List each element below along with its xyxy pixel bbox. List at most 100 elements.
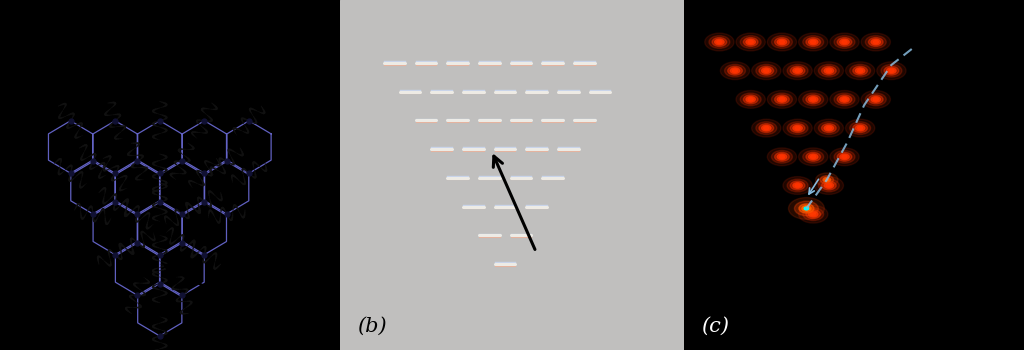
Ellipse shape xyxy=(814,119,844,137)
Ellipse shape xyxy=(809,154,818,160)
Ellipse shape xyxy=(803,93,823,106)
Ellipse shape xyxy=(840,97,849,102)
Ellipse shape xyxy=(840,39,849,45)
Ellipse shape xyxy=(884,66,899,75)
Ellipse shape xyxy=(779,155,784,159)
Ellipse shape xyxy=(889,69,894,72)
Ellipse shape xyxy=(814,62,844,79)
Ellipse shape xyxy=(795,69,800,72)
Ellipse shape xyxy=(712,37,727,47)
Ellipse shape xyxy=(762,68,771,74)
Ellipse shape xyxy=(759,66,774,75)
Ellipse shape xyxy=(709,36,730,48)
Ellipse shape xyxy=(846,119,874,137)
Ellipse shape xyxy=(745,39,756,45)
Ellipse shape xyxy=(865,36,886,48)
Ellipse shape xyxy=(853,66,867,75)
Ellipse shape xyxy=(834,93,855,106)
Ellipse shape xyxy=(791,66,805,75)
Ellipse shape xyxy=(777,154,786,160)
Ellipse shape xyxy=(762,125,771,131)
Ellipse shape xyxy=(771,150,793,163)
Ellipse shape xyxy=(826,184,831,187)
Ellipse shape xyxy=(802,206,811,211)
Ellipse shape xyxy=(868,37,883,47)
Ellipse shape xyxy=(818,64,840,77)
Ellipse shape xyxy=(809,39,818,45)
Ellipse shape xyxy=(881,64,902,77)
Ellipse shape xyxy=(728,66,742,75)
Ellipse shape xyxy=(811,212,816,216)
Text: (a): (a) xyxy=(17,317,46,336)
Ellipse shape xyxy=(793,68,802,74)
Ellipse shape xyxy=(846,62,874,79)
Ellipse shape xyxy=(791,124,805,133)
Ellipse shape xyxy=(795,184,800,187)
Ellipse shape xyxy=(809,211,818,217)
Ellipse shape xyxy=(818,179,840,192)
Ellipse shape xyxy=(814,177,844,194)
Ellipse shape xyxy=(767,33,797,51)
Ellipse shape xyxy=(873,98,879,101)
Ellipse shape xyxy=(877,62,906,79)
Text: (b): (b) xyxy=(357,317,387,336)
Ellipse shape xyxy=(756,122,777,134)
Ellipse shape xyxy=(799,204,814,213)
Ellipse shape xyxy=(730,68,739,74)
Ellipse shape xyxy=(834,150,855,163)
Ellipse shape xyxy=(764,69,769,72)
Ellipse shape xyxy=(771,93,793,106)
Ellipse shape xyxy=(861,33,891,51)
Ellipse shape xyxy=(806,95,820,104)
Ellipse shape xyxy=(771,36,793,48)
Ellipse shape xyxy=(803,208,823,220)
Ellipse shape xyxy=(821,181,837,190)
Ellipse shape xyxy=(736,33,765,51)
Ellipse shape xyxy=(777,97,786,102)
Ellipse shape xyxy=(820,176,834,184)
Ellipse shape xyxy=(873,40,879,44)
Ellipse shape xyxy=(793,183,802,188)
Ellipse shape xyxy=(825,178,828,181)
Ellipse shape xyxy=(764,126,769,130)
Ellipse shape xyxy=(806,37,820,47)
Ellipse shape xyxy=(871,39,881,45)
Ellipse shape xyxy=(829,33,859,51)
Ellipse shape xyxy=(806,210,820,219)
Ellipse shape xyxy=(857,126,863,130)
Ellipse shape xyxy=(756,64,777,77)
Ellipse shape xyxy=(732,69,737,72)
Text: (c): (c) xyxy=(701,317,729,336)
Ellipse shape xyxy=(809,97,818,102)
Ellipse shape xyxy=(725,64,745,77)
Ellipse shape xyxy=(838,152,852,161)
Ellipse shape xyxy=(850,122,870,134)
Ellipse shape xyxy=(745,97,756,102)
Ellipse shape xyxy=(799,33,827,51)
Ellipse shape xyxy=(824,125,834,131)
Ellipse shape xyxy=(749,40,754,44)
Ellipse shape xyxy=(743,37,758,47)
Ellipse shape xyxy=(804,207,809,210)
Ellipse shape xyxy=(811,98,816,101)
Ellipse shape xyxy=(759,124,774,133)
Ellipse shape xyxy=(793,125,802,131)
Ellipse shape xyxy=(824,183,834,188)
Ellipse shape xyxy=(791,181,805,190)
Ellipse shape xyxy=(834,36,855,48)
Ellipse shape xyxy=(777,39,786,45)
Ellipse shape xyxy=(815,173,838,187)
Ellipse shape xyxy=(715,39,724,45)
Ellipse shape xyxy=(783,62,812,79)
Ellipse shape xyxy=(806,152,820,161)
Ellipse shape xyxy=(853,124,867,133)
Ellipse shape xyxy=(795,126,800,130)
Ellipse shape xyxy=(736,91,765,108)
Ellipse shape xyxy=(774,152,790,161)
Ellipse shape xyxy=(829,91,859,108)
Ellipse shape xyxy=(752,62,781,79)
Ellipse shape xyxy=(788,197,824,219)
Ellipse shape xyxy=(838,37,852,47)
Ellipse shape xyxy=(871,97,881,102)
Ellipse shape xyxy=(740,36,761,48)
